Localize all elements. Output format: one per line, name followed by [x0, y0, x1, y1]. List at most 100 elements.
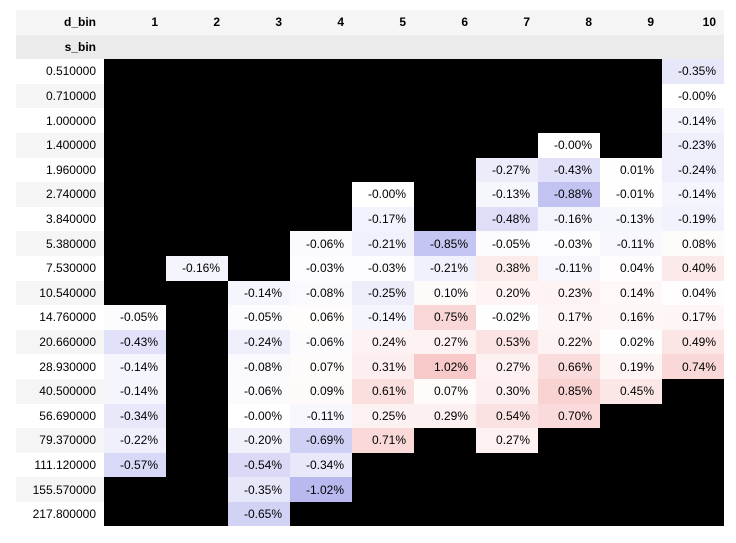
value-cell: -0.24% [228, 329, 290, 355]
empty-cell [166, 157, 228, 183]
column-header-spacer [538, 34, 600, 60]
value-cell: 0.31% [352, 354, 414, 379]
column-header-spacer [104, 34, 166, 60]
styled-dataframe: d_bin 1 2 3 4 5 6 7 8 9 10 s_bin 0.510000 -0.35% 0.… [16, 10, 724, 527]
empty-cell [352, 501, 414, 527]
table-row: 14.760000 -0.05% -0.05% 0.06% -0.14% 0.75% -0.… [16, 305, 724, 330]
table-row: 28.930000 -0.14% -0.08% 0.07% 0.31% 1.02% 0.27… [16, 354, 724, 379]
empty-cell [352, 477, 414, 502]
empty-cell [166, 403, 228, 429]
column-header: 6 [414, 10, 476, 35]
empty-cell [166, 477, 228, 502]
value-cell: -0.88% [538, 182, 600, 207]
row-index-label: 1.000000 [16, 108, 104, 133]
empty-cell [414, 108, 476, 133]
empty-cell [104, 182, 166, 207]
empty-cell [290, 182, 352, 207]
value-cell: -0.05% [104, 305, 166, 330]
row-index-label: 1.400000 [16, 132, 104, 158]
row-index-label: 79.370000 [16, 428, 104, 453]
value-cell: 0.08% [662, 231, 724, 256]
empty-cell [104, 83, 166, 109]
column-header-spacer [228, 34, 290, 60]
column-header: 8 [538, 10, 600, 35]
value-cell: -0.35% [662, 59, 724, 84]
column-axis-label: d_bin [16, 10, 104, 35]
empty-cell [476, 83, 538, 109]
value-cell: -0.17% [352, 206, 414, 232]
empty-cell [166, 280, 228, 306]
value-cell: -0.43% [538, 157, 600, 183]
row-axis-header-row: s_bin [16, 34, 724, 60]
empty-cell [414, 132, 476, 158]
value-cell: -0.00% [352, 182, 414, 207]
row-index-label: 217.800000 [16, 501, 104, 527]
empty-cell [352, 452, 414, 478]
column-header: 10 [662, 10, 724, 35]
value-cell: -0.16% [538, 206, 600, 232]
value-cell: -0.13% [600, 206, 662, 232]
value-cell: 0.54% [476, 403, 538, 429]
empty-cell [352, 59, 414, 84]
column-header: 9 [600, 10, 662, 35]
column-header: 3 [228, 10, 290, 35]
empty-cell [414, 428, 476, 453]
value-cell: 0.25% [352, 403, 414, 429]
empty-cell [600, 132, 662, 158]
value-cell: -0.20% [228, 428, 290, 453]
empty-cell [104, 206, 166, 232]
value-cell: 0.40% [662, 255, 724, 281]
empty-cell [352, 108, 414, 133]
column-header-row: d_bin 1 2 3 4 5 6 7 8 9 10 [16, 10, 724, 35]
table-row: 10.540000 -0.14% -0.08% -0.25% 0.10% 0.20% 0.2… [16, 280, 724, 306]
value-cell: 0.04% [662, 280, 724, 306]
row-index-label: 111.120000 [16, 452, 104, 478]
column-header: 4 [290, 10, 352, 35]
table-row: 5.380000 -0.06% -0.21% -0.85% -0.05% -0.03% -0… [16, 231, 724, 256]
value-cell: -0.27% [476, 157, 538, 183]
table-body: 0.510000 -0.35% 0.710000 -0.00% 1.000000 -0.1… [16, 59, 724, 527]
empty-cell [166, 231, 228, 256]
table-row: 111.120000 -0.57% -0.54% -0.34% [16, 452, 724, 478]
value-cell: -0.06% [228, 378, 290, 404]
table-row: 1.000000 -0.14% [16, 108, 724, 133]
empty-cell [166, 378, 228, 404]
value-cell: -0.65% [228, 501, 290, 527]
column-header: 2 [166, 10, 228, 35]
value-cell: 0.27% [476, 354, 538, 379]
value-cell: 0.53% [476, 329, 538, 355]
value-cell: -0.14% [662, 182, 724, 207]
column-header-spacer [600, 34, 662, 60]
value-cell: -0.06% [290, 231, 352, 256]
column-header: 5 [352, 10, 414, 35]
empty-cell [166, 354, 228, 379]
empty-cell [228, 108, 290, 133]
row-index-label: 40.500000 [16, 378, 104, 404]
table-row: 155.570000 -0.35% -1.02% [16, 477, 724, 502]
value-cell: -0.14% [104, 378, 166, 404]
value-cell: 0.14% [600, 280, 662, 306]
row-index-label: 7.530000 [16, 255, 104, 281]
empty-cell [290, 83, 352, 109]
value-cell: 0.29% [414, 403, 476, 429]
empty-cell [476, 59, 538, 84]
value-cell: -0.14% [352, 305, 414, 330]
value-cell: -0.16% [166, 255, 228, 281]
value-cell: -0.08% [290, 280, 352, 306]
value-cell: 0.02% [600, 329, 662, 355]
value-cell: -0.43% [104, 329, 166, 355]
value-cell: 0.27% [414, 329, 476, 355]
table-row: 1.960000 -0.27% -0.43% 0.01% -0.24% [16, 157, 724, 183]
value-cell: 1.02% [414, 354, 476, 379]
empty-cell [538, 83, 600, 109]
value-cell: -0.05% [476, 231, 538, 256]
empty-cell [166, 452, 228, 478]
column-header-spacer [290, 34, 352, 60]
value-cell: -0.00% [662, 83, 724, 109]
empty-cell [104, 59, 166, 84]
table-row: 1.400000 -0.00% -0.23% [16, 132, 724, 158]
column-header-spacer [352, 34, 414, 60]
empty-cell [228, 206, 290, 232]
empty-cell [166, 501, 228, 527]
value-cell: 0.74% [662, 354, 724, 379]
